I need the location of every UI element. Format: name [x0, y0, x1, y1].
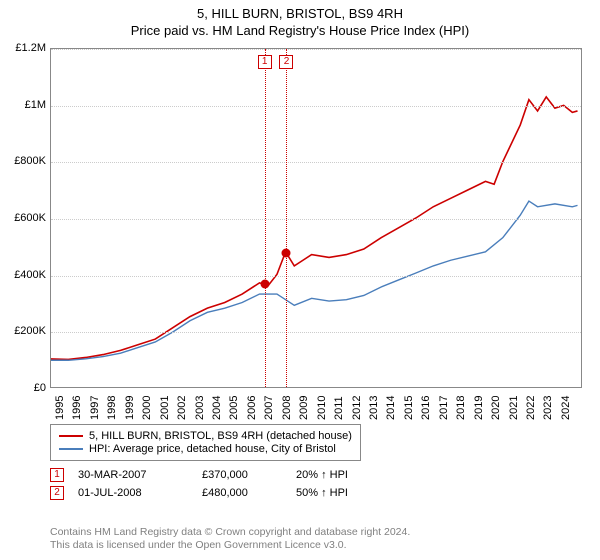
- page-title: 5, HILL BURN, BRISTOL, BS9 4RH: [0, 6, 600, 21]
- x-tick-label: 1996: [71, 396, 83, 420]
- footer-line-2: This data is licensed under the Open Gov…: [50, 539, 410, 552]
- x-tick-label: 2003: [194, 396, 206, 420]
- marker-line-2: [286, 49, 287, 387]
- y-tick-label: £200K: [0, 325, 46, 337]
- y-tick-label: £400K: [0, 269, 46, 281]
- x-tick-label: 2023: [542, 396, 554, 420]
- marker-dot-2: [282, 249, 291, 258]
- legend-item-hpi: HPI: Average price, detached house, City…: [59, 443, 352, 455]
- x-tick-label: 1998: [106, 396, 118, 420]
- sale-price-1: £370,000: [202, 469, 282, 481]
- x-tick-label: 2014: [385, 396, 397, 420]
- footer: Contains HM Land Registry data © Crown c…: [50, 526, 410, 552]
- marker-badge-1: 1: [258, 55, 272, 69]
- gridline: [51, 49, 581, 50]
- price-chart: 12: [50, 48, 582, 388]
- y-tick-label: £0: [0, 382, 46, 394]
- gridline: [51, 162, 581, 163]
- page-root: 5, HILL BURN, BRISTOL, BS9 4RH Price pai…: [0, 0, 600, 560]
- marker-badge-2: 2: [279, 55, 293, 69]
- x-tick-label: 2008: [281, 396, 293, 420]
- sale-price-2: £480,000: [202, 487, 282, 499]
- gridline: [51, 276, 581, 277]
- x-tick-label: 2021: [508, 396, 520, 420]
- sale-row-2: 2 01-JUL-2008 £480,000 50% ↑ HPI: [50, 486, 376, 500]
- x-tick-label: 2006: [246, 396, 258, 420]
- titles-block: 5, HILL BURN, BRISTOL, BS9 4RH Price pai…: [0, 0, 600, 38]
- x-tick-label: 2002: [176, 396, 188, 420]
- sales-table: 1 30-MAR-2007 £370,000 20% ↑ HPI 2 01-JU…: [50, 468, 376, 504]
- footer-line-1: Contains HM Land Registry data © Crown c…: [50, 526, 410, 539]
- sale-pct-1: 20% ↑ HPI: [296, 469, 376, 481]
- x-tick-label: 2016: [420, 396, 432, 420]
- x-tick-label: 1997: [89, 396, 101, 420]
- gridline: [51, 106, 581, 107]
- x-tick-label: 2015: [403, 396, 415, 420]
- x-tick-label: 2011: [333, 396, 345, 420]
- x-tick-label: 2020: [490, 396, 502, 420]
- chart-svg: [51, 49, 581, 387]
- x-tick-label: 2022: [525, 396, 537, 420]
- gridline: [51, 219, 581, 220]
- y-tick-label: £800K: [0, 155, 46, 167]
- x-tick-label: 2012: [351, 396, 363, 420]
- x-tick-label: 2017: [438, 396, 450, 420]
- x-tick-label: 2007: [263, 396, 275, 420]
- page-subtitle: Price paid vs. HM Land Registry's House …: [0, 23, 600, 38]
- x-tick-label: 2004: [211, 396, 223, 420]
- x-tick-label: 2024: [560, 396, 572, 420]
- series-property: [51, 97, 578, 359]
- marker-line-1: [265, 49, 266, 387]
- sale-badge-1: 1: [50, 468, 64, 482]
- sale-badge-2: 2: [50, 486, 64, 500]
- x-tick-label: 2013: [368, 396, 380, 420]
- legend-label-hpi: HPI: Average price, detached house, City…: [89, 443, 336, 455]
- x-tick-label: 2000: [141, 396, 153, 420]
- x-tick-label: 2018: [455, 396, 467, 420]
- marker-dot-1: [260, 280, 269, 289]
- legend-item-property: 5, HILL BURN, BRISTOL, BS9 4RH (detached…: [59, 430, 352, 442]
- x-tick-label: 2009: [298, 396, 310, 420]
- legend-box: 5, HILL BURN, BRISTOL, BS9 4RH (detached…: [50, 424, 361, 461]
- sale-row-1: 1 30-MAR-2007 £370,000 20% ↑ HPI: [50, 468, 376, 482]
- sale-date-2: 01-JUL-2008: [78, 487, 188, 499]
- y-tick-label: £600K: [0, 212, 46, 224]
- sale-pct-2: 50% ↑ HPI: [296, 487, 376, 499]
- x-tick-label: 2019: [473, 396, 485, 420]
- x-tick-label: 2001: [159, 396, 171, 420]
- legend-swatch-property: [59, 435, 83, 437]
- y-tick-label: £1.2M: [0, 42, 46, 54]
- x-tick-label: 1995: [54, 396, 66, 420]
- gridline: [51, 332, 581, 333]
- sale-date-1: 30-MAR-2007: [78, 469, 188, 481]
- y-tick-label: £1M: [0, 99, 46, 111]
- legend-label-property: 5, HILL BURN, BRISTOL, BS9 4RH (detached…: [89, 430, 352, 442]
- x-tick-label: 2010: [316, 396, 328, 420]
- legend-swatch-hpi: [59, 448, 83, 450]
- x-tick-label: 1999: [124, 396, 136, 420]
- series-hpi: [51, 201, 578, 360]
- x-tick-label: 2005: [228, 396, 240, 420]
